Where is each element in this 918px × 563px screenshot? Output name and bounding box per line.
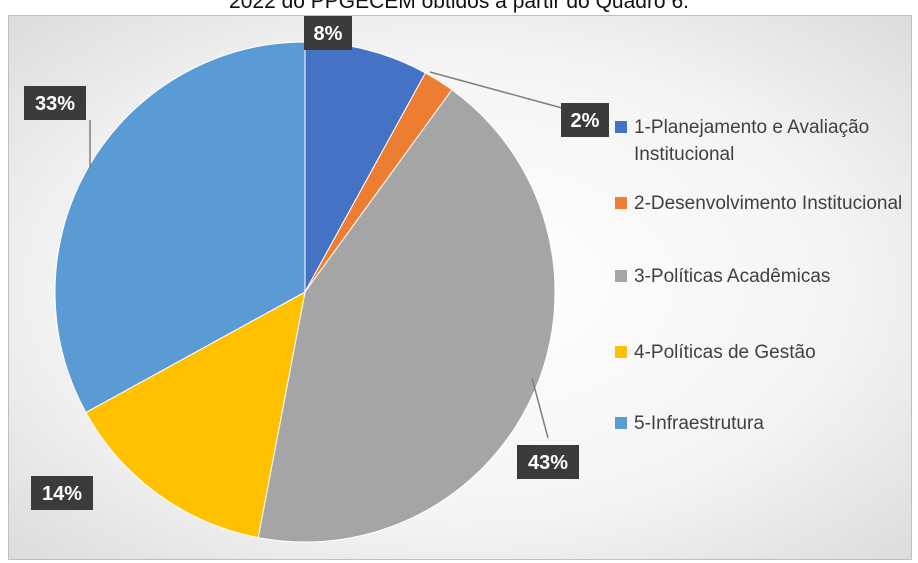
legend-label-2: 2-Desenvolvimento Institucional (634, 193, 903, 214)
legend-swatch-5 (615, 417, 627, 429)
data-label-3: 43% (517, 445, 579, 479)
legend-swatch-4 (615, 346, 627, 358)
data-label-text-2: 2% (571, 110, 600, 132)
legend-label-3: 3-Políticas Acadêmicas (634, 266, 831, 287)
pie-slice-3 (257, 89, 556, 543)
legend-swatch-2 (615, 197, 627, 209)
data-label-box-1 (304, 16, 352, 50)
data-label-5: 33% (24, 86, 86, 120)
legend-swatch-1 (615, 121, 627, 133)
legend-label-4: 4-Políticas de Gestão (634, 342, 816, 363)
legend-label-1: 1-Planejamento e Avaliação Institucional (634, 117, 870, 165)
leader-line-2 (429, 71, 563, 109)
data-label-4: 14% (31, 476, 93, 510)
data-label-2: 2% (561, 103, 609, 137)
data-label-box-2 (561, 103, 609, 137)
data-label-text-1: 8% (314, 23, 343, 45)
data-label-text-4: 14% (42, 483, 82, 505)
leader-line-3 (531, 377, 549, 439)
pie-slice-4 (85, 291, 306, 539)
data-label-text-5: 33% (35, 93, 75, 115)
data-label-text-3: 43% (528, 452, 568, 474)
data-label-box-5 (24, 86, 86, 120)
data-label-box-4 (31, 476, 93, 510)
data-label-1: 8% (304, 16, 352, 50)
legend-swatch-3 (615, 270, 627, 282)
legend-label-5: 5-Infraestrutura (634, 413, 764, 434)
figure-caption: 2022 do PPGECEM obtidos a partir do Quad… (229, 0, 689, 13)
data-label-box-3 (517, 445, 579, 479)
